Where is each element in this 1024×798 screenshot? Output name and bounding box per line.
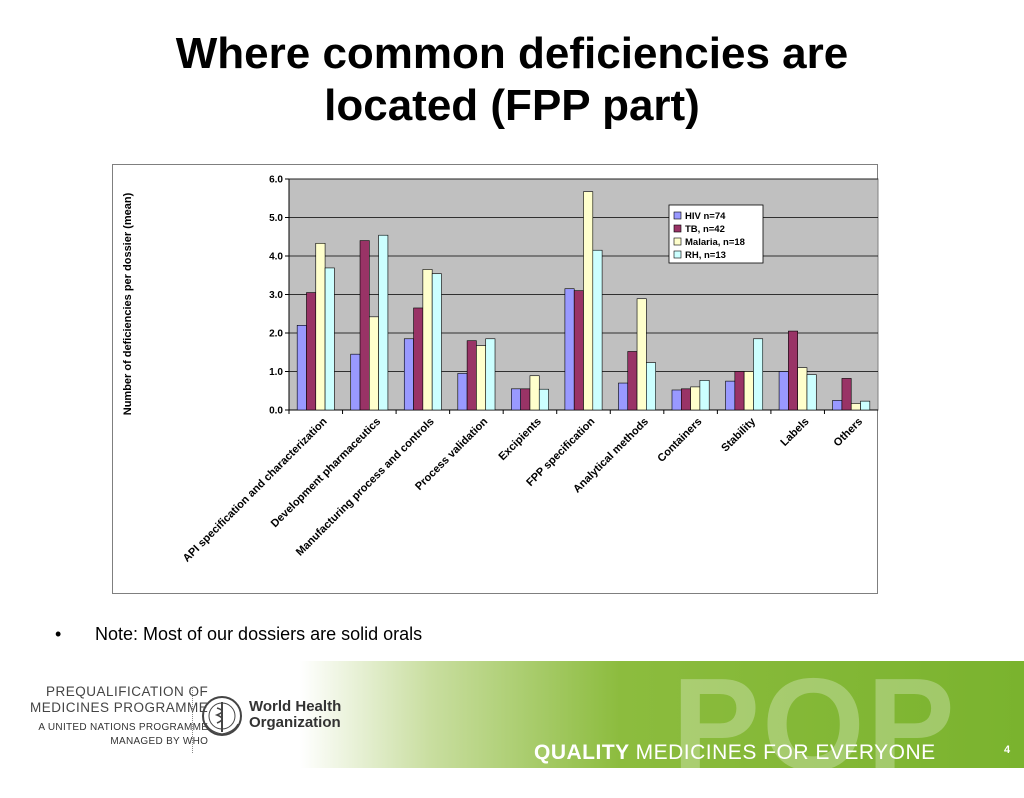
legend-swatch [673,237,682,246]
logo-divider [192,687,193,753]
tagline-rest: MEDICINES FOR EVERYONE [635,741,936,764]
x-category-label: Others [832,416,866,450]
bar [485,338,496,411]
x-category-label: Stability [719,415,758,454]
bar [520,388,531,411]
chart-frame: 0.0 1.0 2.0 3.0 4.0 5.0 6.0 API specification a… [112,164,879,594]
bar [457,373,468,411]
pqp-watermark: PQP [672,651,957,798]
y-tick-label: 3.0 [269,290,283,301]
y-tick-label: 0.0 [269,406,283,417]
bar [359,240,370,411]
bar [583,191,594,411]
bar [511,388,521,411]
program-line-4: MANAGED BY WHO [110,736,209,747]
who-wordmark: World Health Organization [249,699,341,731]
bar [797,367,808,411]
bar [315,242,326,411]
legend-label: RH, n=13 [685,250,726,261]
bar [806,374,817,411]
footer-banner: PREQUALIFICATION OF MEDICINES PROGRAMME … [0,655,1024,795]
bar [788,330,798,411]
tagline-bold: QUALITY [534,741,630,764]
legend-box [668,204,764,264]
bar [636,298,647,411]
bar [725,380,736,411]
y-tick-label: 2.0 [269,329,283,340]
y-tick-label: 1.0 [269,367,283,378]
bar [753,338,764,411]
program-logo-text: PREQUALIFICATION OF MEDICINES PROGRAMME … [30,684,208,749]
bar [324,267,335,411]
x-category-label: Labels [778,416,811,449]
x-category-label: Excipients [496,416,543,463]
bar [564,288,575,411]
y-axis-label: Number of deficiencies per dossier (mean… [122,192,134,415]
bar [538,388,549,411]
bar [778,371,789,411]
legend-swatch [673,211,682,220]
y-tick-label: 6.0 [269,175,283,186]
x-category-label: Containers [655,416,704,465]
bar [573,290,584,411]
bar [699,380,710,411]
note-text: • Note: Most of our dossiers are solid or… [55,624,422,645]
legend-swatch [673,250,682,259]
bar [422,269,433,411]
title-line-2: located (FPP part) [324,81,700,130]
note-label: Note: Most of our dossiers are solid ora… [95,624,423,644]
bar [690,386,701,411]
bar [378,234,389,411]
bar [403,338,414,411]
bar [466,340,477,411]
bullet: • [55,624,62,644]
bar [476,345,487,411]
program-line-2: MEDICINES PROGRAMME [30,700,209,715]
bar [296,325,307,411]
bar [431,273,442,411]
bar [832,400,843,411]
bar [618,382,629,411]
who-line-1: World Health [249,698,342,715]
slide-title: Where common deficiencies are located (F… [0,28,1024,132]
bar [529,375,540,411]
bar [646,362,656,411]
bar [841,378,852,411]
bar [627,351,638,411]
bar [350,353,361,411]
y-tick-label: 4.0 [269,252,283,263]
who-emblem-icon [202,696,242,736]
program-line-1: PREQUALIFICATION OF [46,684,209,699]
tagline: QUALITY MEDICINES FOR EVERYONE [534,741,936,765]
bar [592,249,603,411]
legend-swatch [673,224,682,233]
x-category-label: Development pharmaceutics [269,416,383,530]
bar [734,371,745,411]
bar [860,400,871,411]
page-number: 4 [1004,744,1011,756]
who-line-2: Organization [249,714,341,731]
program-line-3: A UNITED NATIONS PROGRAMME [38,722,209,733]
bar [413,307,424,411]
y-tick-label: 5.0 [269,213,283,224]
bar [743,371,754,411]
title-line-1: Where common deficiencies are [175,29,849,78]
bar [306,292,317,411]
legend-label: Malaria, n=18 [685,237,745,248]
bar [369,316,379,411]
bar [680,388,691,411]
bar [850,403,861,411]
legend-label: HIV n=74 [685,211,726,222]
bar [671,389,682,411]
legend-label: TB, n=42 [685,224,725,235]
